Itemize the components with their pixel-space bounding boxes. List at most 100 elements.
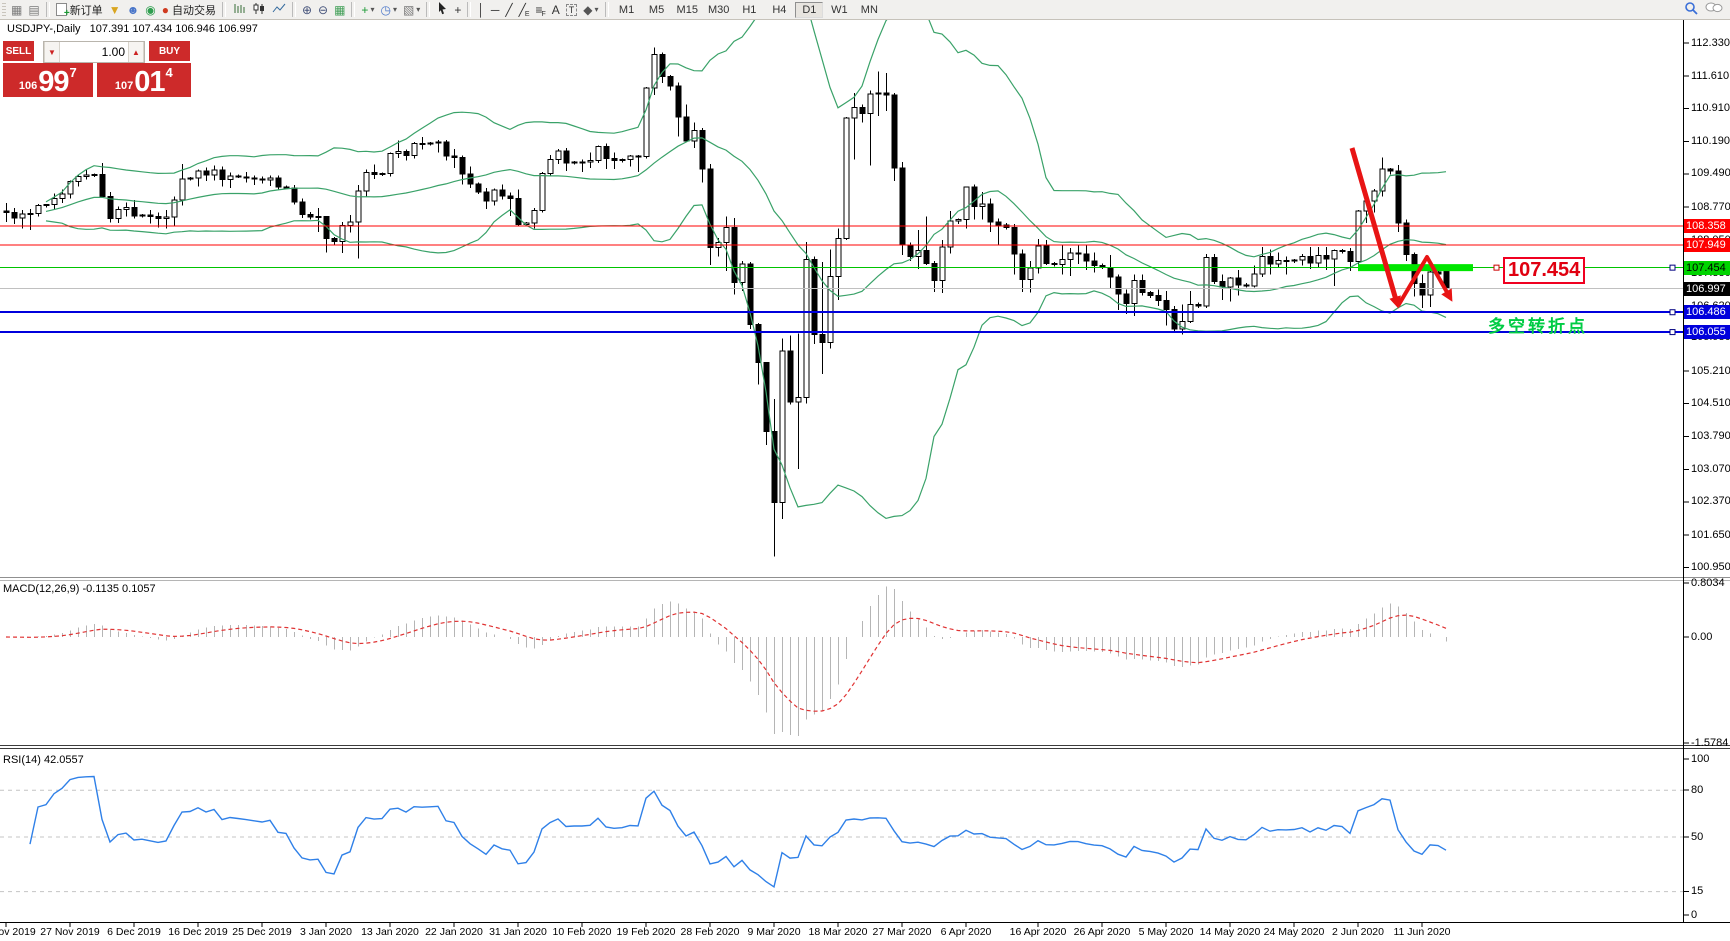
autotrading-icon[interactable]: ● 自动交易: [161, 2, 216, 17]
indicator-filter-icon[interactable]: ▼: [108, 2, 121, 17]
cursor-icon[interactable]: [433, 1, 451, 18]
zoom-in-icon[interactable]: ⊕: [301, 2, 313, 17]
toolbar-separator: [426, 2, 431, 17]
price-axis-tick: 101.650: [1691, 528, 1730, 541]
data-window-icon[interactable]: ▤: [28, 2, 40, 17]
tile-windows-icon[interactable]: ▦: [334, 2, 346, 17]
date-axis-label: 11 Jun 2020: [1393, 926, 1451, 938]
sell-price-button[interactable]: 106 99 7: [3, 63, 93, 97]
date-axis-label: 16 Apr 2020: [1009, 926, 1067, 938]
rsi-axis-tick: 50: [1691, 830, 1704, 843]
buy-button[interactable]: BUY: [149, 41, 190, 61]
price-axis-tick: 103.070: [1691, 463, 1730, 476]
price-axis-tick: 102.370: [1691, 495, 1730, 508]
new-order-icon[interactable]: + 新订单: [53, 1, 106, 19]
arrows-icon[interactable]: ◆ ▾: [583, 2, 599, 17]
chart-ohlc-values: 107.391 107.434 106.946 106.997: [89, 23, 258, 35]
line-handle[interactable]: [1669, 329, 1676, 336]
momentum-green-bar[interactable]: [1358, 264, 1473, 272]
periods-icon[interactable]: ◷ ▾: [380, 2, 397, 17]
date-axis-label: 31 Jan 2020: [489, 926, 547, 938]
trendline-icon[interactable]: ╱: [505, 2, 513, 17]
text-label-icon[interactable]: T: [563, 1, 581, 18]
vertical-line-icon[interactable]: │: [477, 2, 485, 17]
date-axis-label: 24 May 2020: [1263, 926, 1325, 938]
buy-price-pip: 4: [165, 65, 173, 80]
price-axis-tick: 105.210: [1691, 364, 1730, 377]
line-handle[interactable]: [1669, 264, 1676, 271]
channel-icon[interactable]: ╱ E: [518, 2, 530, 19]
sell-button[interactable]: SELL: [3, 41, 34, 61]
zoom-out-icon[interactable]: ⊖: [318, 2, 329, 17]
toolbar-separator: [45, 2, 50, 17]
profile-icon[interactable]: ☻: [126, 2, 140, 17]
volume-increase-button[interactable]: ▲: [128, 42, 144, 62]
line-chart-icon[interactable]: [269, 1, 289, 18]
date-axis-label: 18 Nov 2019: [0, 926, 36, 938]
volume-stepper: ▼ ▲: [43, 41, 145, 63]
buy-price-button[interactable]: 107 01 4: [96, 63, 191, 97]
templates-dropdown-icon[interactable]: ▾: [416, 5, 421, 14]
sell-price-main: 99: [38, 66, 69, 98]
timeframe-m30-button[interactable]: M30: [707, 3, 730, 16]
bar-chart-icon[interactable]: [229, 1, 249, 18]
search-icon[interactable]: [1681, 1, 1702, 18]
timeframe-w1-button[interactable]: W1: [831, 3, 848, 16]
timeframe-m5-button[interactable]: M5: [648, 3, 665, 16]
line-handle[interactable]: [1669, 309, 1676, 316]
timeframe-d1-button[interactable]: D1: [795, 1, 824, 18]
timeframe-m1-button[interactable]: M1: [618, 3, 635, 16]
level-price-tag: 107.949: [1684, 237, 1730, 252]
price-callout-label[interactable]: 107.454: [1503, 257, 1586, 284]
macd-axis-tick: 0.00: [1691, 630, 1713, 643]
date-axis-label: 28 Feb 2020: [680, 926, 740, 938]
rsi-axis-tick: 15: [1691, 885, 1704, 898]
sell-price-prefix: 106: [18, 80, 38, 92]
signals-icon[interactable]: ◉: [145, 2, 156, 17]
timeframe-mn-button[interactable]: MN: [860, 3, 878, 16]
price-axis-tick: 104.510: [1691, 396, 1730, 409]
current-price-tag: 106.997: [1684, 281, 1730, 296]
volume-input[interactable]: [60, 42, 128, 62]
price-axis-tick: 110.910: [1691, 101, 1730, 114]
price-callout-handle[interactable]: [1493, 264, 1500, 271]
red-arrow-head[interactable]: [1441, 288, 1453, 302]
chat-icon[interactable]: [1702, 1, 1726, 18]
toolbar-separator: [351, 2, 356, 17]
volume-decrease-button[interactable]: ▼: [44, 42, 60, 62]
price-axis-tick: 112.330: [1691, 36, 1730, 49]
date-axis-label: 19 Feb 2020: [616, 926, 676, 938]
date-axis-label: 18 Mar 2020: [808, 926, 868, 938]
periods-dropdown-icon[interactable]: ▾: [392, 5, 397, 14]
red-arrow[interactable]: [1396, 255, 1450, 308]
rsi-label: RSI(14) 42.0557: [3, 754, 84, 766]
timeframe-h1-button[interactable]: H1: [742, 3, 757, 16]
turning-point-note[interactable]: 多空转折点: [1488, 317, 1588, 336]
timeframe-h4-button[interactable]: H4: [772, 3, 787, 16]
crosshair-icon[interactable]: +: [454, 2, 462, 17]
date-axis-label: 14 May 2020: [1199, 926, 1261, 938]
date-axis-label: 5 May 2020: [1138, 926, 1194, 938]
price-axis-tick: 111.610: [1691, 69, 1730, 82]
text-icon[interactable]: A: [551, 2, 560, 17]
horizontal-line-icon[interactable]: ─: [490, 2, 500, 17]
workspace-icon[interactable]: ▦: [11, 2, 23, 17]
fibonacci-icon[interactable]: ≡ F: [535, 2, 546, 19]
arrows-dropdown-icon[interactable]: ▾: [594, 5, 599, 14]
level-price-tag: 106.486: [1684, 305, 1730, 320]
date-axis-label: 6 Dec 2019: [107, 926, 161, 938]
timeframe-m15-button[interactable]: M15: [676, 3, 698, 16]
candle-chart-icon[interactable]: [249, 1, 269, 18]
rsi-axis-tick: 0: [1691, 908, 1698, 921]
date-axis-label: 22 Jan 2020: [425, 926, 483, 938]
toolbar-separator: [467, 2, 472, 17]
red-arrow[interactable]: [1349, 147, 1399, 301]
toolbar-separator: [291, 2, 296, 17]
rsi-axis-tick: 100: [1691, 752, 1710, 765]
templates-icon[interactable]: ▧ ▾: [402, 2, 421, 17]
indicators-add-dropdown-icon[interactable]: ▾: [370, 5, 375, 14]
macd-axis-tick: -1.5784: [1691, 736, 1729, 749]
date-axis-label: 9 Mar 2020: [747, 926, 801, 938]
indicators-add-icon[interactable]: + ▾: [361, 2, 375, 17]
